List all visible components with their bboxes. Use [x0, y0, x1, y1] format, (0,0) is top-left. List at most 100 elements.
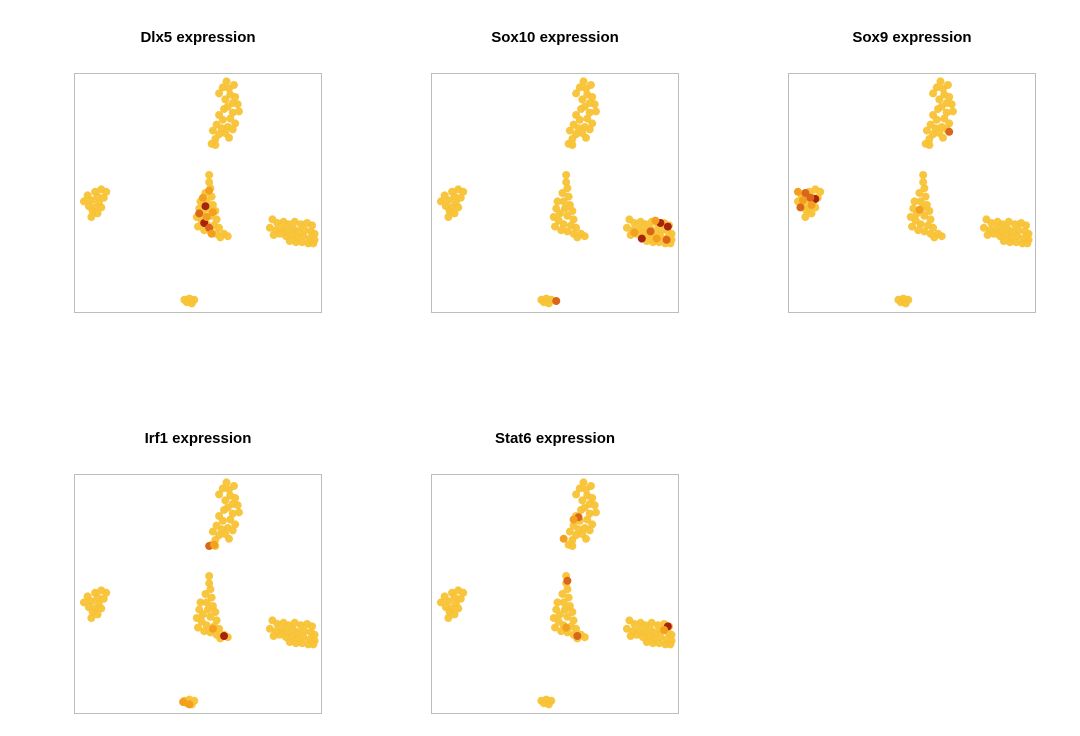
data-point — [585, 526, 594, 535]
data-point — [915, 189, 924, 197]
data-point — [229, 81, 238, 89]
data-point — [667, 630, 676, 639]
data-point — [562, 178, 571, 187]
data-point — [580, 232, 589, 241]
data-point — [205, 572, 214, 580]
data-point — [231, 520, 240, 529]
data-point — [929, 89, 938, 98]
data-point — [1008, 227, 1017, 236]
data-point — [641, 220, 650, 229]
data-point — [200, 627, 209, 636]
data-point — [1023, 239, 1032, 248]
data-point — [212, 521, 221, 530]
data-point — [979, 223, 988, 232]
data-point — [916, 197, 925, 206]
data-point — [572, 624, 581, 633]
data-point — [206, 612, 215, 621]
data-point — [557, 226, 566, 235]
data-point — [926, 120, 935, 129]
data-point — [212, 215, 221, 224]
data-point — [310, 229, 319, 238]
data-point — [622, 223, 631, 232]
data-point — [578, 496, 587, 505]
data-point — [234, 107, 243, 116]
data-point — [987, 219, 996, 227]
data-point — [102, 588, 111, 597]
data-point — [572, 111, 581, 119]
data-point — [222, 77, 231, 86]
data-point — [298, 238, 307, 247]
data-point — [234, 508, 243, 517]
data-point — [290, 618, 299, 627]
data-point — [228, 509, 237, 518]
data-point — [233, 100, 242, 109]
data-point — [590, 100, 599, 109]
data-point — [563, 585, 572, 594]
data-point — [291, 238, 300, 247]
data-point — [573, 233, 582, 242]
data-point — [936, 77, 945, 86]
data-point — [215, 490, 224, 499]
data-point — [588, 520, 597, 529]
data-point — [583, 114, 592, 123]
data-point — [559, 598, 568, 607]
data-point — [568, 141, 577, 149]
data-point — [565, 126, 574, 135]
data-point — [296, 621, 305, 630]
data-point-high-expression — [662, 235, 671, 244]
data-point — [937, 232, 946, 241]
data-point — [572, 223, 581, 232]
panel-title-stat6: Stat6 expression — [494, 430, 616, 447]
data-point — [553, 598, 562, 607]
data-point — [577, 105, 586, 113]
data-point — [198, 610, 207, 619]
data-point — [563, 184, 572, 193]
data-point — [87, 597, 96, 606]
data-point — [948, 107, 957, 116]
data-point-high-expression — [660, 626, 669, 634]
panel-title-sox10: Sox10 expression — [491, 29, 619, 46]
data-point — [294, 628, 303, 637]
data-point — [93, 593, 102, 602]
data-point-high-expression — [205, 186, 214, 195]
data-point-high-expression — [573, 632, 582, 640]
data-point-high-expression — [807, 201, 816, 209]
data-point — [945, 119, 954, 128]
data-point — [1022, 221, 1031, 230]
panel-title-dlx5: Dlx5 expression — [140, 29, 256, 46]
data-point — [300, 627, 309, 636]
data-point-high-expression — [915, 205, 924, 214]
data-point — [577, 506, 586, 514]
data-point — [218, 484, 227, 493]
data-point-high-expression — [559, 534, 568, 543]
data-point — [87, 614, 96, 622]
data-point — [205, 579, 214, 588]
data-point — [925, 207, 934, 215]
data-point — [206, 585, 215, 594]
data-point — [572, 490, 581, 499]
data-point — [459, 588, 468, 597]
data-point — [284, 220, 293, 229]
data-point — [580, 633, 589, 642]
data-point — [588, 119, 597, 128]
scatter-panel-stat6 — [431, 474, 679, 714]
data-point — [657, 226, 666, 235]
data-point-high-expression — [179, 698, 188, 706]
data-point — [586, 482, 595, 490]
data-point — [558, 189, 567, 197]
data-point-high-expression — [208, 624, 217, 633]
data-point — [925, 141, 934, 149]
data-point — [555, 209, 564, 218]
data-point — [563, 612, 572, 621]
data-point-high-expression — [646, 227, 655, 236]
data-point — [1014, 226, 1023, 235]
data-point — [641, 621, 650, 630]
data-point — [582, 534, 590, 543]
data-point — [202, 598, 211, 607]
data-point — [560, 605, 569, 614]
data-point — [220, 506, 229, 514]
data-point — [569, 521, 578, 530]
data-point — [934, 105, 943, 113]
data-point — [215, 223, 224, 232]
data-point-high-expression — [220, 632, 229, 640]
